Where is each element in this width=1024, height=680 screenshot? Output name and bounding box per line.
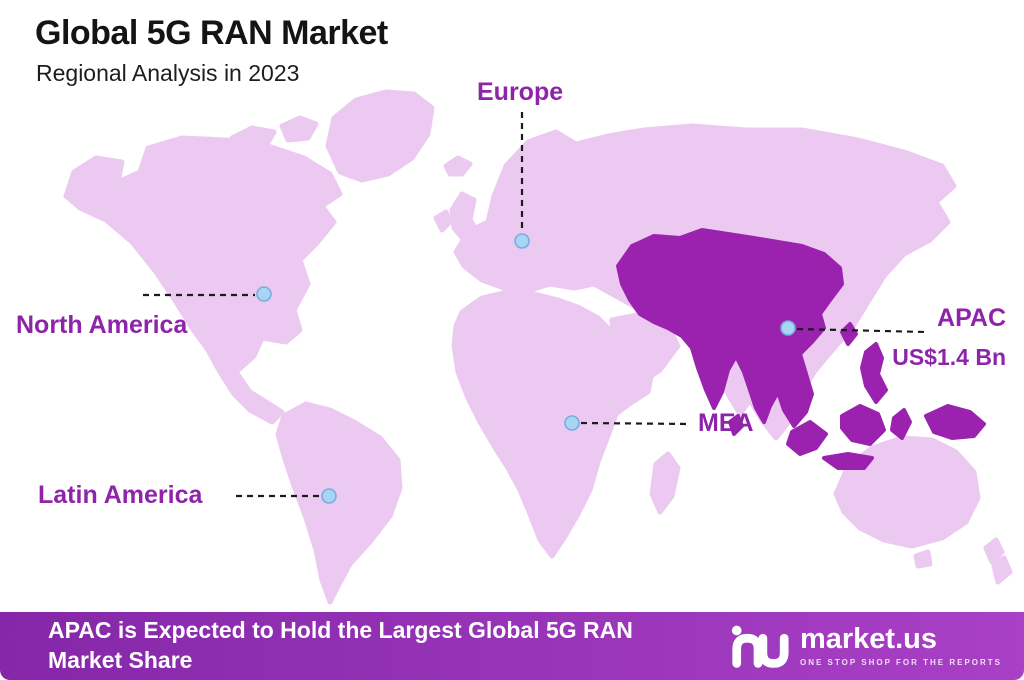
leader-line-mea <box>580 421 691 426</box>
logo-tagline: ONE STOP SHOP FOR THE REPORTS <box>799 658 1002 667</box>
region-apac-sumatra <box>786 420 828 456</box>
landmass-tasmania <box>913 549 933 569</box>
landmass-new-zealand-south <box>991 555 1013 585</box>
page-title: Global 5G RAN Market <box>35 14 388 52</box>
marker-dot-mea <box>564 415 580 431</box>
region-apac-highlight <box>616 228 844 428</box>
landmass-new-zealand-north <box>983 537 1005 565</box>
region-apac-java <box>822 452 874 470</box>
logo-name: market.us <box>799 623 937 655</box>
page-subtitle: Regional Analysis in 2023 <box>36 60 300 86</box>
region-apac-borneo <box>840 404 886 446</box>
landmass-arctic-island-2 <box>279 115 319 143</box>
marketus-logo-icon <box>731 625 789 668</box>
landmass-japan <box>833 249 883 333</box>
marker-dot-north-america <box>256 286 272 302</box>
region-apac-sulawesi <box>890 408 912 440</box>
landmass-madagascar <box>649 451 681 515</box>
footer-banner: APAC is Expected to Hold the Largest Glo… <box>0 612 1024 680</box>
landmass-greenland <box>325 89 435 183</box>
label-latin-america: Latin America <box>38 481 203 509</box>
logo-text-column: market.us ONE STOP SHOP FOR THE REPORTS <box>799 623 1002 668</box>
label-europe: Europe <box>477 78 564 106</box>
region-apac-sri-lanka <box>728 414 744 436</box>
landmass-africa <box>451 289 655 559</box>
label-mea: MEA <box>698 409 754 437</box>
marketus-logo: market.us ONE STOP SHOP FOR THE REPORTS <box>728 622 1002 670</box>
apac-market-value: US$1.4 Bn <box>892 344 1006 370</box>
label-apac: APAC <box>937 304 1006 332</box>
region-apac-philippines <box>860 342 888 404</box>
landmass-ireland <box>433 209 453 233</box>
landmass-north-america <box>63 135 343 425</box>
apac-callout: APAC US$1.4 Bn <box>892 304 1006 371</box>
marker-dot-latin-america <box>321 488 337 504</box>
label-north-america: North America <box>16 311 188 339</box>
region-apac-new-guinea <box>924 404 986 440</box>
region-apac-taiwan <box>840 322 858 346</box>
marker-dot-europe <box>514 233 530 249</box>
landmass-south-america <box>275 401 403 605</box>
marker-dot-apac <box>780 320 796 336</box>
footer-banner-text: APAC is Expected to Hold the Largest Glo… <box>48 617 633 673</box>
landmass-iceland <box>443 155 473 177</box>
landmass-australia <box>833 435 981 549</box>
